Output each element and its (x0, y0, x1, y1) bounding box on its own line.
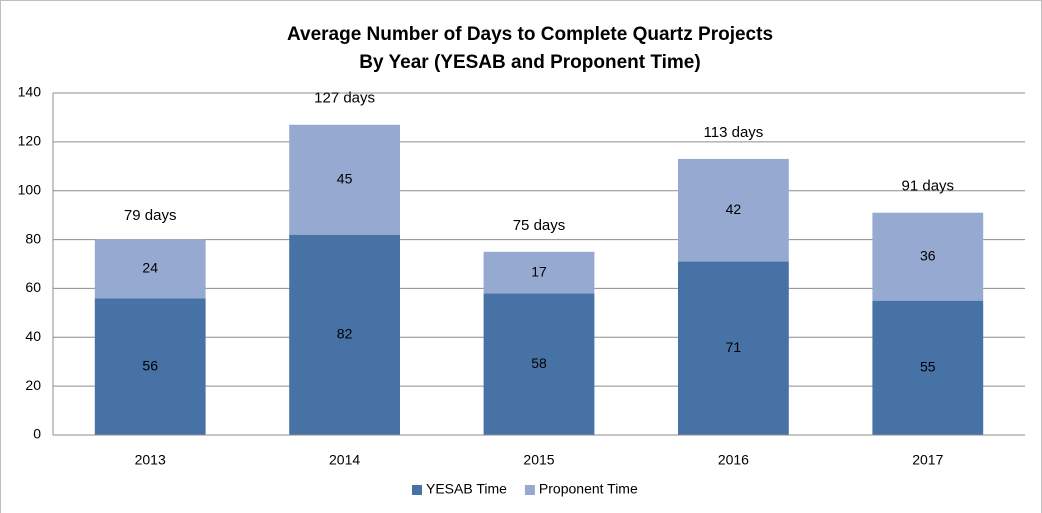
x-tick-label: 2014 (329, 452, 360, 468)
bar-segment (677, 158, 789, 262)
segment-label: 24 (142, 260, 158, 276)
segment-label: 55 (920, 359, 936, 375)
bar-segment (483, 251, 595, 294)
bar-segment (94, 298, 206, 435)
legend-swatch (412, 485, 422, 495)
y-tick-label: 140 (18, 84, 42, 100)
y-tick-label: 80 (25, 230, 41, 246)
segment-label: 36 (920, 247, 936, 263)
total-label: 91 days (902, 178, 955, 195)
y-tick-label: 0 (33, 426, 41, 442)
chart-subtitle: By Year (YESAB and Proponent Time) (359, 52, 700, 73)
bar-segment (94, 239, 206, 299)
x-tick-label: 2016 (718, 452, 749, 468)
segment-label: 17 (531, 263, 547, 279)
segment-label: 42 (726, 201, 742, 217)
bar-segment (872, 300, 984, 435)
chart-title: Average Number of Days to Complete Quart… (287, 24, 773, 45)
segment-label: 45 (337, 170, 353, 186)
bar-segment (872, 212, 984, 301)
total-label: 113 days (704, 124, 764, 141)
segment-label: 82 (337, 326, 353, 342)
bar-segment (483, 293, 595, 435)
y-tick-label: 120 (18, 133, 42, 149)
legend-label: YESAB Time (426, 481, 507, 497)
legend-label: Proponent Time (539, 481, 638, 497)
x-tick-label: 2013 (135, 452, 166, 468)
y-tick-label: 20 (25, 377, 41, 393)
segment-label: 71 (726, 339, 742, 355)
total-label: 79 days (124, 207, 177, 224)
bar-segment (289, 124, 401, 235)
bar-segment (289, 234, 401, 435)
legend-swatch (524, 485, 535, 495)
total-label: 127 days (314, 90, 375, 107)
segment-label: 56 (142, 357, 158, 373)
segment-label: 58 (531, 355, 547, 371)
y-tick-label: 40 (25, 328, 41, 344)
total-label: 75 days (513, 217, 566, 234)
x-tick-label: 2015 (523, 452, 554, 468)
x-tick-label: 2017 (912, 452, 943, 468)
y-tick-label: 100 (18, 181, 42, 197)
y-tick-label: 60 (25, 279, 41, 295)
bar-segment (677, 261, 789, 435)
